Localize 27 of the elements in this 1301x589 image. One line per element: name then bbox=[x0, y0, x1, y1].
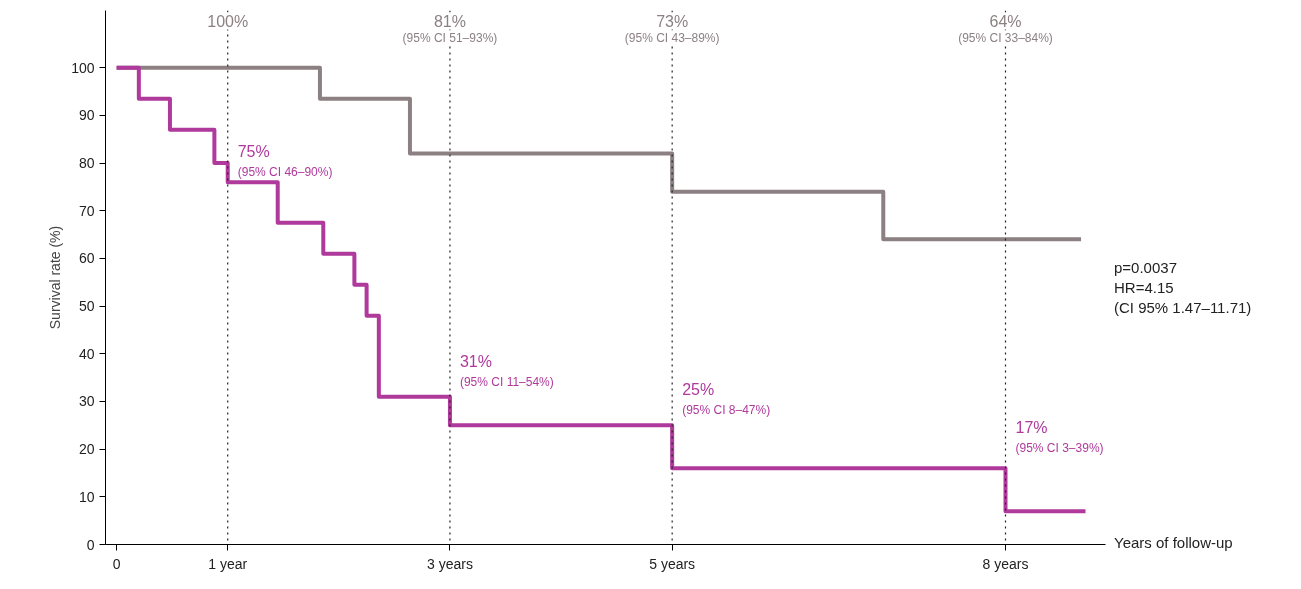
x-tick-label: 0 bbox=[112, 555, 121, 572]
y-tick-label: 60 bbox=[78, 250, 95, 267]
y-tick-label: 90 bbox=[78, 107, 95, 124]
y-tick-label: 80 bbox=[78, 155, 95, 172]
y-tick-label: 100 bbox=[71, 59, 95, 76]
y-tick-label: 30 bbox=[78, 393, 95, 410]
y-tick-label: 20 bbox=[78, 441, 95, 458]
x-tick-label: 3 years bbox=[426, 555, 473, 572]
annotation: 25% (95% CI 8–47%) bbox=[682, 381, 771, 418]
ref-line-label: 81% (95% CI 51–93%) bbox=[402, 12, 498, 45]
text: p=0.0037 HR=4.15 (CI 95% 1.47–11.71) bbox=[1114, 258, 1252, 318]
y-tick-label: 40 bbox=[78, 345, 95, 362]
ref-line-label: 73% (95% CI 43–89%) bbox=[624, 12, 720, 45]
x-tick-label: 5 years bbox=[649, 555, 696, 572]
y-tick-label: 0 bbox=[86, 536, 95, 553]
annotation: 17% (95% CI 3–39%) bbox=[1015, 419, 1104, 456]
ref-line-label: 100% bbox=[207, 12, 249, 30]
ref-line-label: 64% (95% CI 33–84%) bbox=[958, 12, 1053, 45]
x-tick-label: 1 year bbox=[208, 555, 248, 572]
x-tick-label: 8 years bbox=[982, 555, 1029, 572]
annotation: 75% (95% CI 46–90%) bbox=[237, 142, 333, 179]
y-tick-label: 50 bbox=[78, 298, 95, 315]
y-tick-label: 10 bbox=[78, 488, 95, 505]
y-axis-title: Survival rate (%) bbox=[47, 225, 64, 330]
x-axis-title: Years of follow-up bbox=[1114, 533, 1233, 553]
y-tick-label: 70 bbox=[78, 202, 95, 219]
annotation: 31% (95% CI 11–54%) bbox=[459, 352, 554, 389]
